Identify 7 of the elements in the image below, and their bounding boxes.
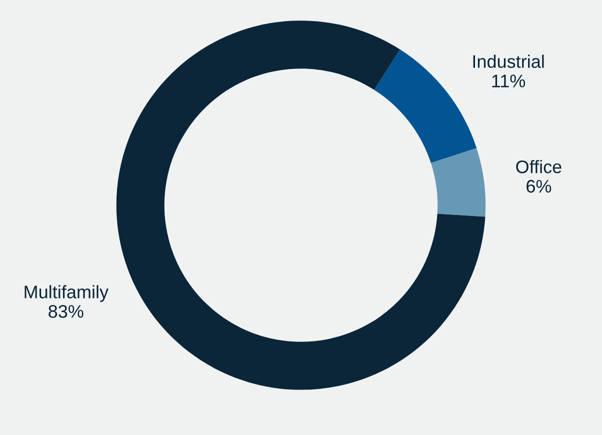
donut-slice <box>430 148 486 217</box>
slice-label: Office <box>516 160 562 174</box>
slice-label: Multifamily <box>24 285 109 302</box>
slice-label: Industrial <box>473 54 544 68</box>
data-label: 83% <box>48 305 84 318</box>
data-label: 6% <box>526 180 552 193</box>
data-label: 11% <box>492 74 526 88</box>
